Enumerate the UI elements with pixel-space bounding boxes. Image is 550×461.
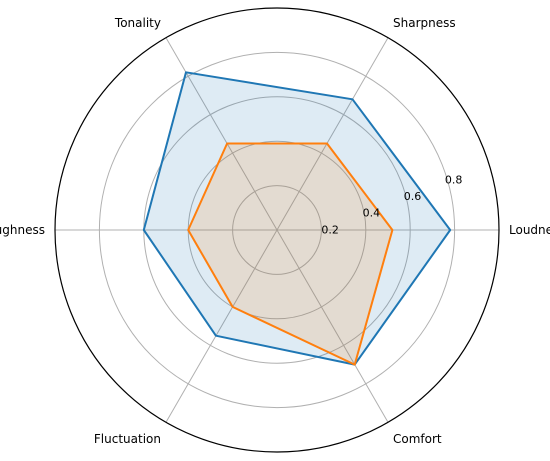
spoke-tonality (165, 37, 278, 231)
axis-label-fluctuation: Fluctuation (94, 432, 161, 446)
axis-label-tonality: Tonality (114, 16, 161, 30)
axis-label-roughness: Roughness (0, 223, 45, 237)
r-tick-label-1: 0.4 (363, 207, 381, 220)
r-tick-label-0: 0.2 (321, 223, 339, 236)
r-tick-label-2: 0.6 (404, 190, 422, 203)
spoke-comfort (276, 229, 389, 423)
axis-label-loudness: Loudness (509, 223, 550, 237)
grid-layer (54, 7, 500, 453)
series-0-area (143, 72, 451, 365)
series-1-line (187, 142, 394, 366)
axis-label-sharpness: Sharpness (393, 16, 456, 30)
axis-labels-layer: Loudness Sharpness Tonality Roughness Fluctu… (0, 16, 550, 446)
spoke-fluctuation (165, 229, 278, 423)
axis-label-comfort: Comfort (393, 432, 442, 446)
tick-labels-layer: 0.2 0.4 0.6 0.8 (321, 173, 462, 236)
spoke-sharpness (276, 37, 389, 231)
series-layer (142, 71, 452, 366)
r-tick-label-3: 0.8 (445, 173, 463, 186)
outer-frame (54, 7, 500, 453)
